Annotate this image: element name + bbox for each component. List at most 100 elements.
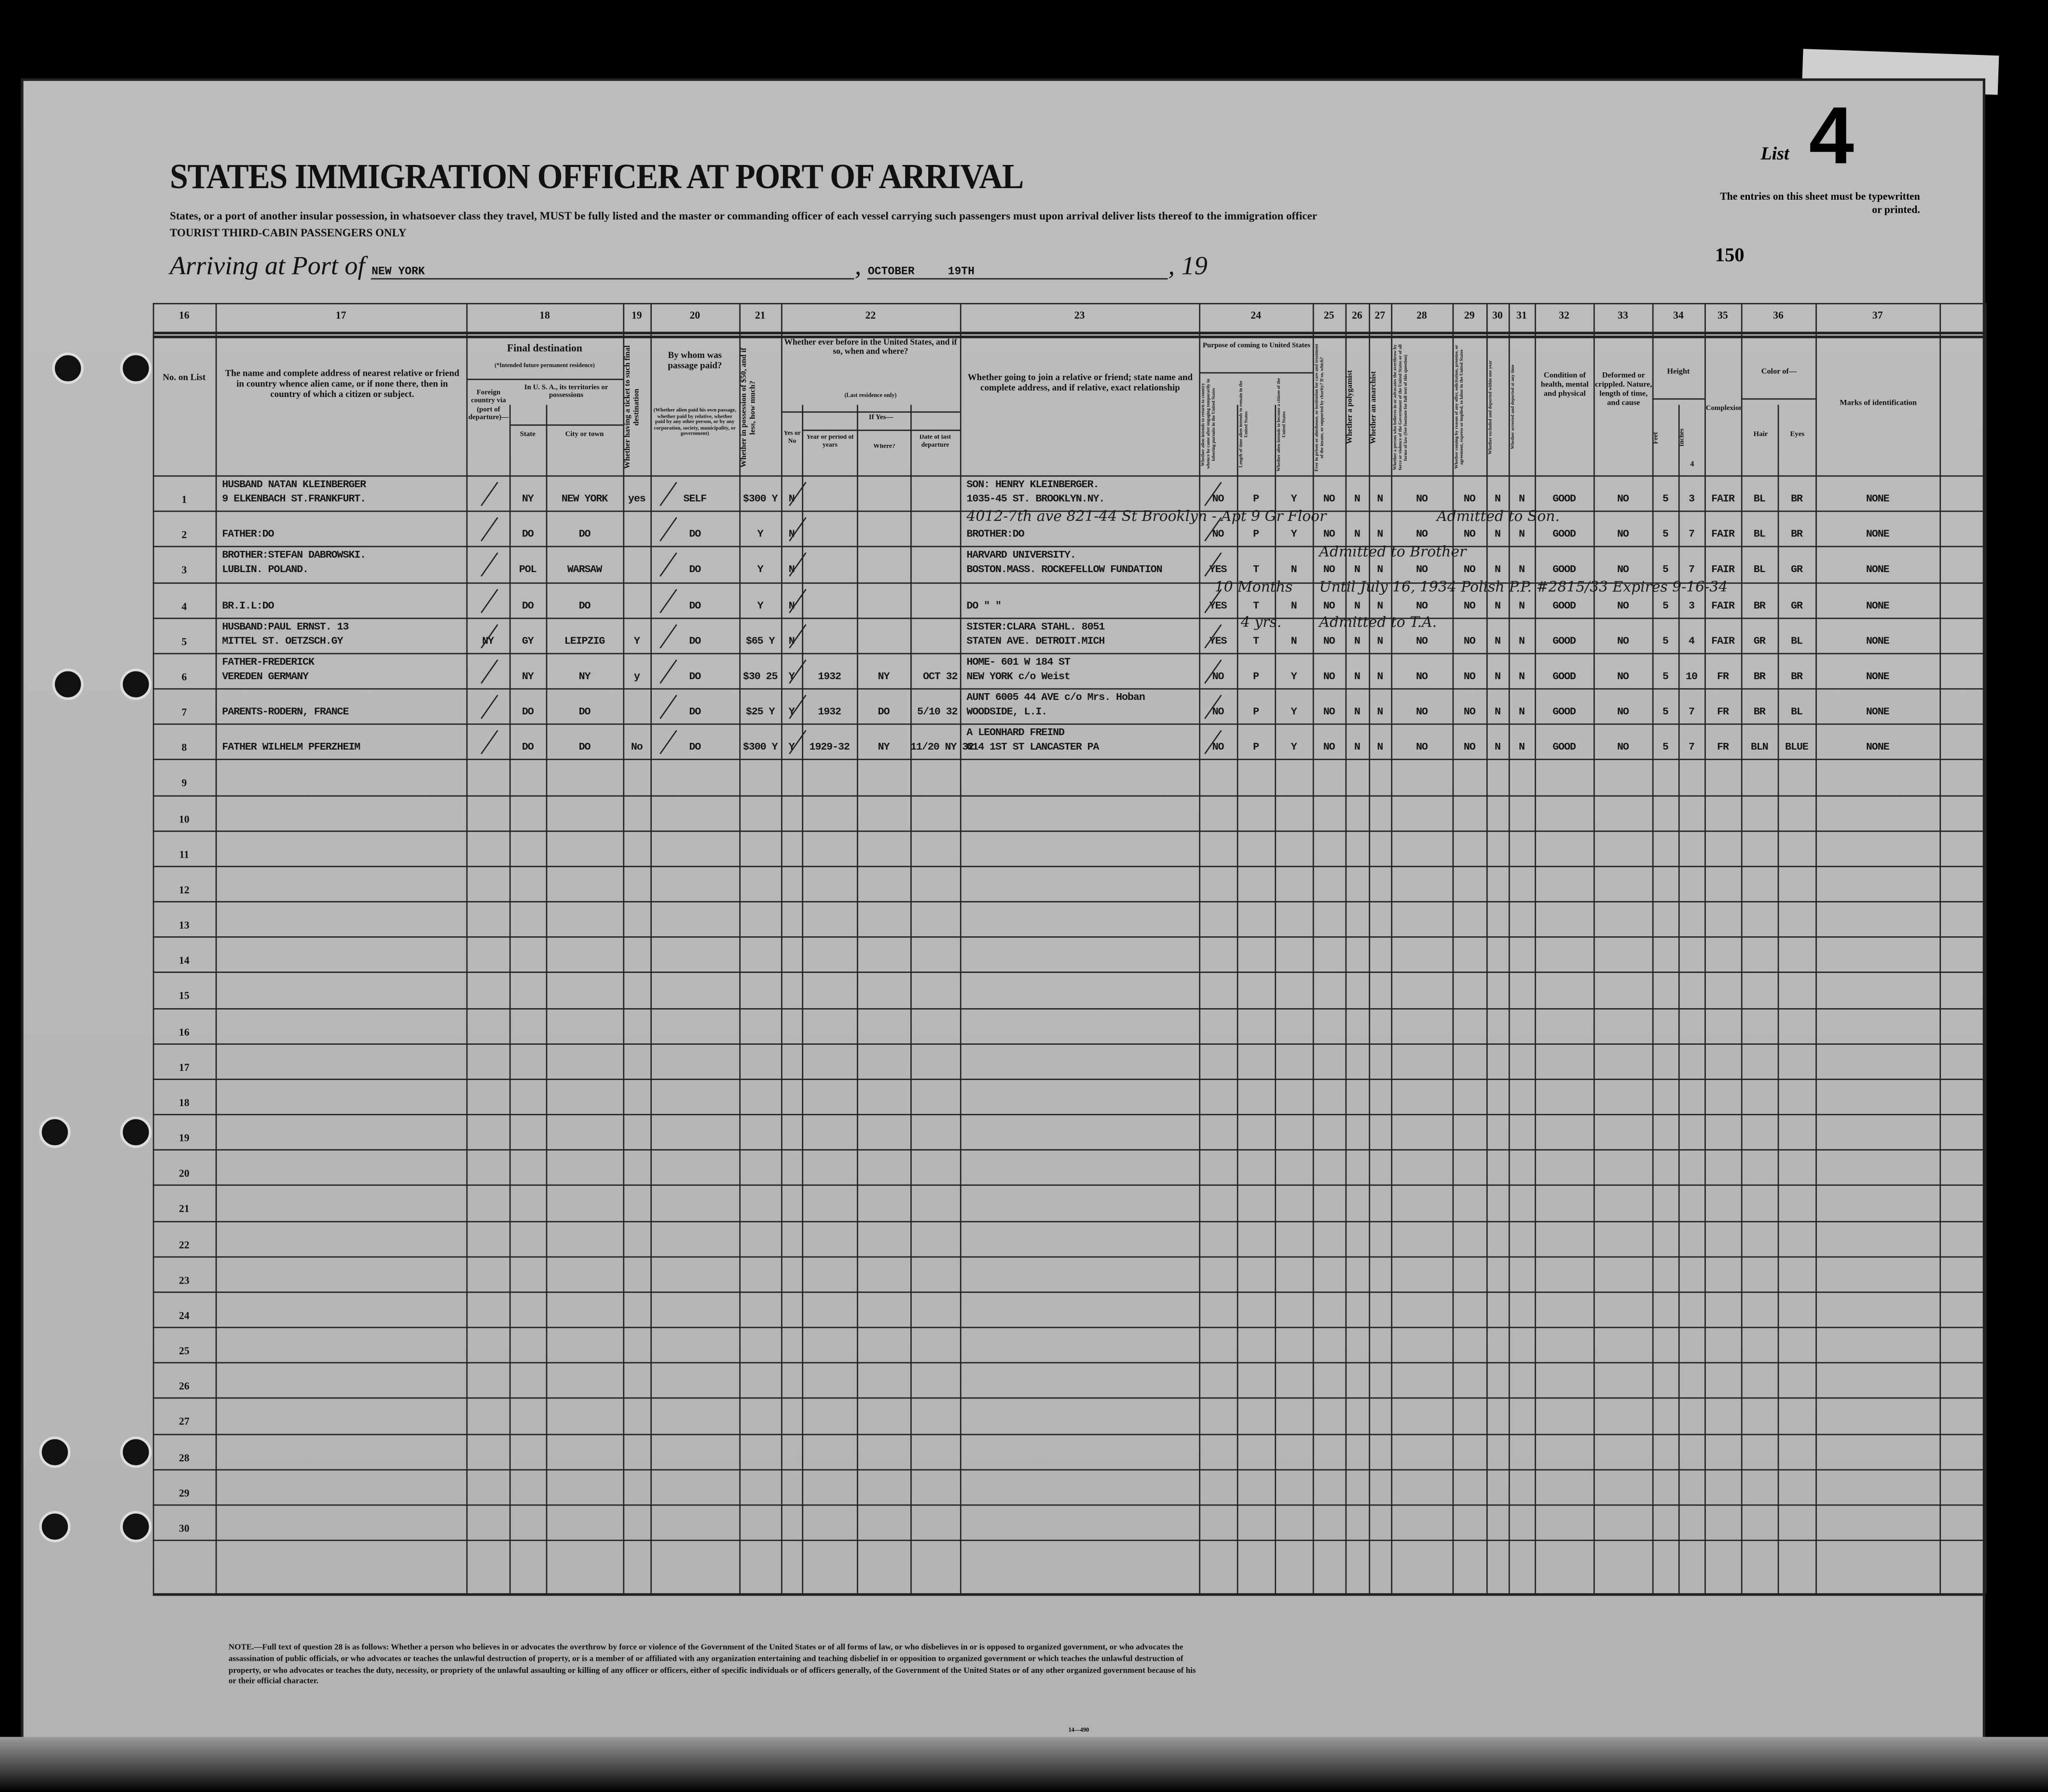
column-number-23: 23: [1074, 309, 1085, 321]
column-number-22: 22: [865, 309, 876, 321]
passenger-relative-line: DO " ": [966, 600, 1002, 612]
passenger-relative-line: HARVARD UNIVERSITY.: [966, 550, 1076, 562]
header-eyes: Eyes: [1790, 431, 1805, 439]
footnote: NOTE.—Full text of question 28 is as fol…: [228, 1642, 1196, 1687]
binder-hole: [120, 352, 152, 384]
rule-line: [1704, 303, 1706, 1593]
rule-line: [152, 830, 1986, 831]
rule-line: [1312, 303, 1314, 1593]
passenger-hair: BR: [1753, 600, 1766, 612]
passenger-def: NO: [1617, 742, 1629, 754]
passenger-comp: FAIR: [1711, 564, 1735, 576]
passenger-name-line: FATHER-FREDERICK: [222, 657, 315, 669]
passenger-relative-line: BROTHER:DO: [966, 529, 1024, 541]
rule-line: [152, 1362, 1986, 1363]
column-number-32: 32: [1559, 309, 1569, 321]
rule-line: [1486, 303, 1488, 1593]
passenger-feet: 5: [1662, 635, 1669, 647]
passenger-city: DO: [578, 529, 591, 541]
passenger-q25: NO: [1323, 493, 1335, 506]
rule-line: [152, 901, 1986, 902]
header-passage-paid: By whom was passage paid?: [668, 350, 722, 371]
row-number: 3: [181, 564, 187, 576]
header-join-relative: Whether going to join a relative or frie…: [967, 372, 1193, 394]
passenger-cond: GOOD: [1553, 564, 1576, 576]
passenger-q28: NO: [1416, 635, 1428, 647]
passenger-marks: NONE: [1866, 529, 1890, 541]
passenger-q27: N: [1377, 671, 1383, 683]
header-offer-to-labor: Whether coming by reason of any offer, s…: [1454, 345, 1464, 470]
sheet-number: 150: [1715, 245, 1745, 267]
passenger-q28: NO: [1416, 706, 1428, 719]
form-instructions: States, or a port of another insular pos…: [169, 209, 1317, 222]
header-in-usa: In U. S. A., its territories or possessi…: [524, 383, 608, 400]
column-number-33: 33: [1617, 309, 1628, 321]
rule-line: [1391, 303, 1392, 1593]
passenger-relative-line: 614 1ST ST LANCASTER PA: [966, 742, 1099, 754]
passenger-year: 1932: [818, 671, 841, 683]
passenger-q31: N: [1519, 600, 1525, 612]
passenger-relative-line: A LEONHARD FREIND: [966, 727, 1065, 739]
entries-note: The entries on this sheet must be typewr…: [1720, 191, 1920, 216]
rule-line: [152, 759, 1986, 760]
passenger-feet: 5: [1662, 564, 1669, 576]
passenger-before: N: [788, 600, 795, 612]
year-prefix: 19: [1181, 252, 1208, 281]
rule-line: [152, 331, 1986, 334]
row-number: 16: [179, 1026, 190, 1038]
passenger-relative-line: NEW YORK c/o Weist: [966, 671, 1071, 683]
passenger-inch: 10: [1686, 671, 1698, 683]
passenger-q29: NO: [1463, 635, 1476, 647]
passenger-ticket: No: [631, 742, 643, 754]
passenger-name-line: FATHER:DO: [222, 529, 274, 541]
row-number: 11: [179, 848, 189, 861]
passenger-p3: N: [1291, 600, 1297, 612]
passenger-paid: SELF: [683, 493, 707, 506]
row-number: 12: [179, 884, 190, 896]
handwritten-annotation: Admitted to Son.: [1437, 508, 1560, 525]
passenger-before: N: [788, 635, 795, 647]
passenger-q25: NO: [1323, 706, 1335, 719]
passenger-hair: BR: [1753, 706, 1766, 719]
binder-hole: [120, 1511, 152, 1543]
passenger-q27: N: [1377, 564, 1383, 576]
passenger-hair: BR: [1753, 671, 1766, 683]
passenger-name-line: 9 ELKENBACH ST.FRANKFURT.: [222, 493, 366, 506]
passenger-state: POL: [519, 564, 537, 576]
passenger-q31: N: [1519, 493, 1525, 506]
passenger-q29: NO: [1463, 493, 1476, 506]
rule-line: [509, 424, 623, 426]
passenger-q26: N: [1354, 671, 1361, 683]
passenger-q25: NO: [1323, 742, 1335, 754]
header-arrested: Whether arrested and deported at any tim…: [1510, 365, 1515, 450]
rule-line: [910, 405, 911, 1593]
header-height: Height: [1667, 368, 1690, 376]
passenger-cond: GOOD: [1553, 493, 1576, 506]
row-number: 26: [179, 1381, 190, 1393]
header-anarchist: Whether an anarchist: [1370, 371, 1378, 444]
passenger-hair: GR: [1753, 635, 1766, 647]
passenger-eyes: BLUE: [1785, 742, 1809, 754]
passenger-paid: DO: [689, 742, 701, 754]
header-hair: Hair: [1753, 431, 1768, 439]
passenger-marks: NONE: [1866, 493, 1890, 506]
row-number: 23: [179, 1274, 190, 1286]
header-state: State: [520, 431, 536, 439]
column-number-25: 25: [1323, 309, 1334, 321]
rule-line: [739, 303, 741, 1593]
passenger-year: 1929-32: [809, 742, 850, 754]
passenger-q30: N: [1494, 742, 1501, 754]
passenger-before: Y: [788, 706, 795, 719]
passenger-p3: Y: [1291, 742, 1297, 754]
row-number: 27: [179, 1416, 190, 1428]
passenger-q26: N: [1354, 529, 1361, 541]
passenger-q28: NO: [1416, 529, 1428, 541]
passenger-relative-line: WOODSIDE, L.I.: [966, 706, 1047, 719]
header-ticket: Whether having a ticket to such final de…: [624, 345, 641, 469]
passenger-def: NO: [1617, 529, 1629, 541]
passenger-q31: N: [1519, 742, 1525, 754]
rule-line: [1741, 398, 1816, 400]
header-overthrow: Whether a person who believes in or advo…: [1392, 344, 1408, 470]
passenger-p3: Y: [1291, 671, 1297, 683]
passenger-q30: N: [1494, 493, 1501, 506]
